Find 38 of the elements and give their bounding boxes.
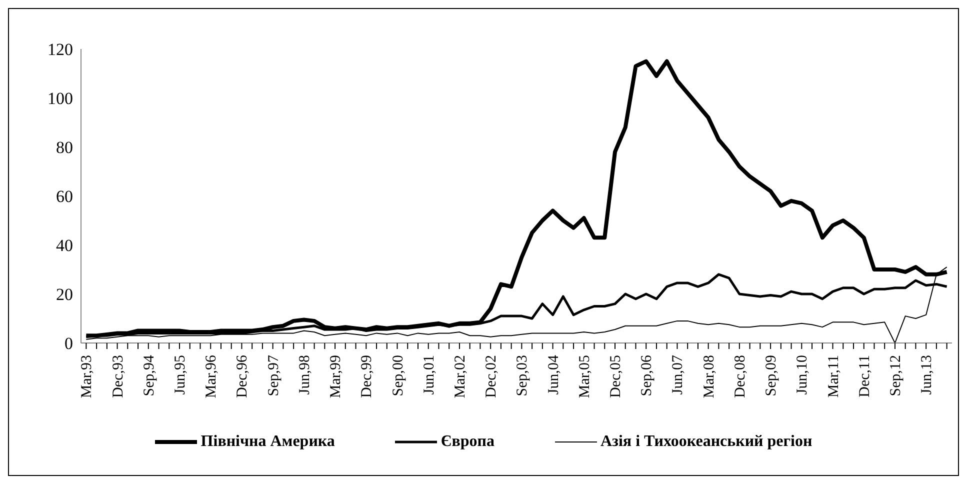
x-tick-label: Sep,06 <box>639 354 656 396</box>
x-tick-label: Sep,00 <box>390 355 406 396</box>
x-tick-label: Mar,05 <box>576 355 593 398</box>
x-tick-label: Jun,13 <box>919 355 936 395</box>
x-tick-label: Sep,97 <box>266 354 282 396</box>
y-tick-label: 20 <box>56 285 73 304</box>
x-tick-label: Sep,94 <box>141 354 158 396</box>
y-tick-label: 120 <box>48 40 73 60</box>
y-tick-label: 40 <box>56 236 73 256</box>
x-tick-label: Mar,96 <box>204 354 220 398</box>
x-tick-label: Sep,12 <box>888 355 904 396</box>
x-tick-label: Mar,99 <box>328 355 344 398</box>
y-tick-label: 80 <box>56 138 73 158</box>
x-tick-label: Mar,11 <box>826 355 842 398</box>
x-tick-label: Jun,95 <box>172 355 189 395</box>
x-tick-label: Dec,08 <box>732 355 748 398</box>
x-tick-label: Mar,02 <box>452 355 468 398</box>
x-tick-label: Jun,07 <box>670 354 686 395</box>
x-tick-label: Sep,03 <box>514 355 531 396</box>
legend-label: Північна Америка <box>200 433 335 451</box>
y-tick-label: 60 <box>56 187 73 206</box>
legend-label: Європа <box>440 433 494 451</box>
x-tick-label: Dec,93 <box>110 355 126 398</box>
x-tick-label: Sep,09 <box>764 355 780 396</box>
x-tick-label: Jun,04 <box>546 354 562 395</box>
x-tick-label: Mar,08 <box>701 355 718 398</box>
x-tick-label: Dec,02 <box>484 355 500 398</box>
x-tick-label: Jun,98 <box>296 355 313 395</box>
x-tick-label: Jun,01 <box>421 355 438 395</box>
x-tick-label: Dec,96 <box>234 354 251 398</box>
y-tick-label: 100 <box>48 89 73 108</box>
y-tick-label: 0 <box>64 334 73 354</box>
x-tick-label: Dec,99 <box>359 355 376 398</box>
x-tick-label: Dec,05 <box>608 355 624 398</box>
x-tick-label: Jun,10 <box>794 355 811 395</box>
x-tick-label: Dec,11 <box>856 355 873 398</box>
x-tick-label: Mar,93 <box>79 355 96 398</box>
legend-label: Азія і Тихоокеанський регіон <box>600 433 812 451</box>
